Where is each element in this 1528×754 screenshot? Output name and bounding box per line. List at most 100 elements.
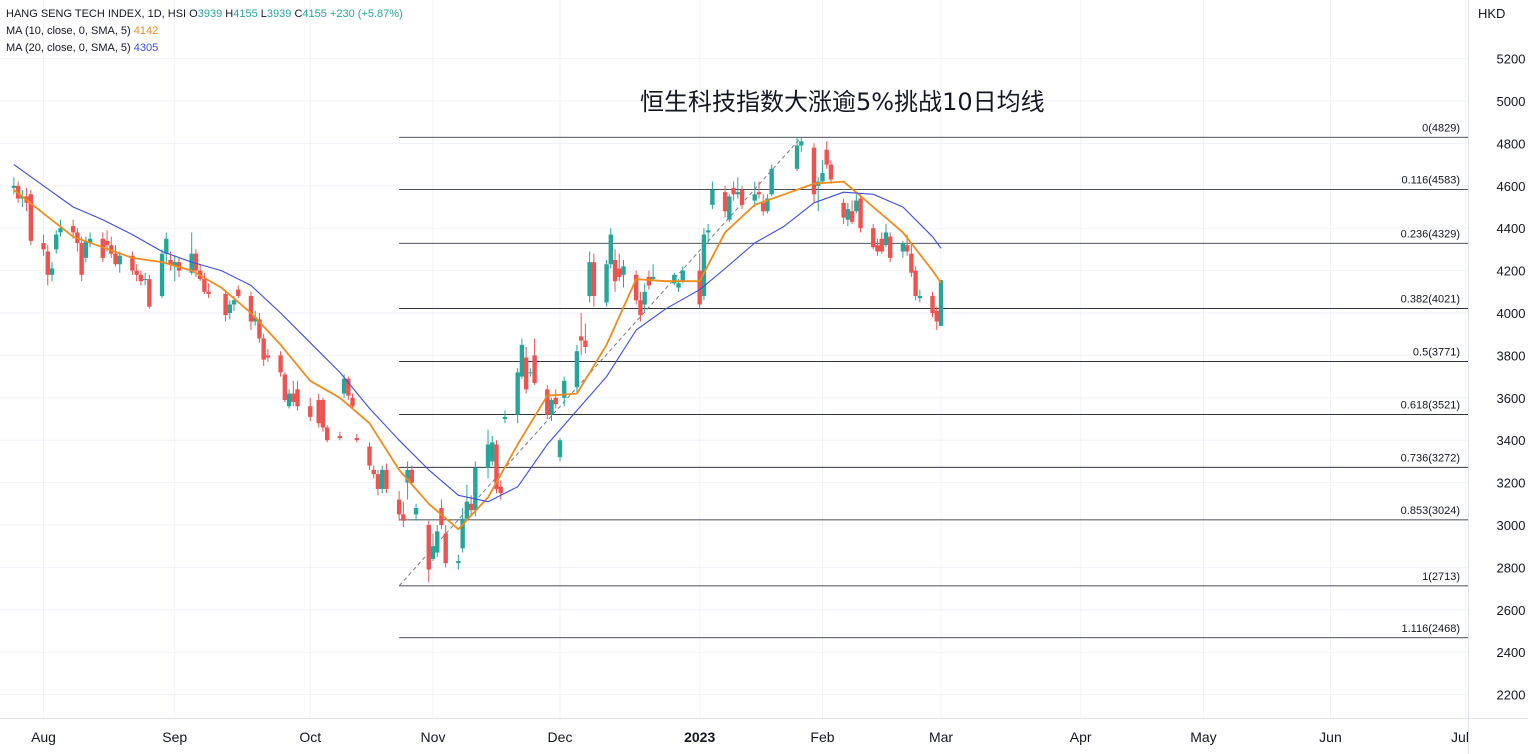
candle-body (104, 240, 110, 246)
candle-body (473, 467, 478, 511)
candle (75, 228, 80, 252)
candle (583, 323, 588, 354)
candle (650, 264, 656, 282)
y-tick-label: 3000 (1497, 518, 1526, 533)
candle-body (765, 198, 770, 212)
candle (930, 291, 935, 318)
candle-body (642, 291, 647, 305)
candle-body (316, 399, 321, 424)
candle (236, 285, 241, 299)
candle (346, 376, 351, 400)
y-tick-label: 2200 (1497, 688, 1526, 703)
price-axis[interactable]: 2200 2400 2600 2800 3000 3200 3400 3600 3800 4000… (1497, 52, 1526, 703)
candle (701, 228, 707, 301)
candle-body (324, 427, 330, 441)
candle (58, 219, 63, 237)
candle-body (858, 198, 863, 229)
candle (134, 264, 139, 282)
candle-body (286, 393, 292, 407)
candle (574, 344, 580, 394)
candle-body (223, 293, 228, 316)
candle (811, 143, 817, 203)
legend-low: 3939 (266, 8, 292, 20)
candle (248, 291, 254, 330)
fib-level-label: 0.5(3771) (1413, 347, 1460, 359)
candle-body (502, 416, 508, 419)
candle (752, 181, 757, 207)
candle-body (384, 469, 389, 489)
legend-ma10-value: 4142 (133, 25, 159, 37)
candle-body (54, 234, 59, 250)
fib-level-label: 0.382(4021) (1401, 294, 1460, 306)
fib-level-label: 0.853(3024) (1401, 505, 1460, 517)
candle (498, 480, 503, 500)
candle (189, 232, 194, 275)
candle (15, 181, 21, 203)
candle (443, 525, 448, 568)
candle-body (257, 319, 262, 339)
candle-body (854, 200, 859, 212)
candle-body (612, 260, 618, 282)
candle (549, 397, 554, 422)
legend-open-label: O (189, 8, 198, 20)
candle (672, 272, 677, 286)
candle (502, 410, 508, 424)
candle-body (549, 399, 554, 415)
candle (705, 223, 711, 244)
candle (130, 251, 135, 275)
candle-body (100, 238, 105, 258)
candle-body (498, 486, 503, 494)
legend-ma20[interactable]: MA (20, close, 0, SMA, 5) 4305 (6, 40, 403, 57)
candle-body (206, 291, 211, 294)
candle-body (849, 211, 855, 222)
x-tick-label: Mar (929, 729, 953, 745)
candle (380, 465, 385, 494)
candle-body (130, 255, 135, 271)
candle (871, 223, 876, 250)
fib-level-label: 0.116(4583) (1401, 174, 1460, 186)
candle (426, 520, 431, 583)
candle-body (494, 444, 499, 489)
legend-open: 3939 (197, 8, 223, 20)
x-tick-label: Jun (1319, 729, 1342, 745)
candle (888, 232, 893, 263)
candle-body (83, 240, 89, 258)
candle (909, 243, 914, 277)
fibonacci-retracement[interactable]: 0(4829) 0.116(4583) 0.236(4329) 0.382(4021)… (399, 122, 1468, 639)
candle-body (727, 196, 732, 220)
candle (147, 274, 152, 309)
candle (354, 433, 359, 443)
candle (473, 461, 478, 517)
candle-body (350, 397, 355, 407)
x-tick-label: 2023 (684, 729, 715, 745)
candle-body (811, 147, 817, 195)
candle (79, 236, 84, 282)
candle-body (735, 192, 740, 195)
y-tick-label: 4000 (1497, 306, 1526, 321)
candle-body (617, 268, 622, 277)
candle (282, 372, 288, 403)
candle (227, 300, 232, 320)
y-tick-label: 5200 (1497, 52, 1526, 67)
candle (113, 245, 118, 267)
candle (54, 230, 59, 254)
candle-body (621, 266, 626, 275)
fib-level-label: 0.736(3272) (1401, 452, 1460, 464)
candle (286, 389, 292, 409)
legend-ma10[interactable]: MA (10, close, 0, SMA, 5) 4142 (6, 23, 403, 40)
candle-body (608, 234, 613, 265)
candle (934, 306, 939, 330)
candle-body (756, 192, 762, 195)
candle-body (820, 173, 825, 182)
candle-body (261, 338, 266, 360)
candle-body (28, 194, 34, 241)
legend-ma20-label: MA (20, close, 0, SMA, 5) (6, 42, 131, 54)
candle (710, 181, 715, 210)
candle-body (515, 372, 520, 415)
candle (324, 425, 330, 443)
candle (396, 491, 402, 521)
candle-body (883, 232, 889, 246)
time-axis[interactable]: Aug Sep Oct Nov Dec 2023 Feb Mar Apr May Jun Jul (31, 729, 1469, 745)
candle (562, 376, 567, 407)
